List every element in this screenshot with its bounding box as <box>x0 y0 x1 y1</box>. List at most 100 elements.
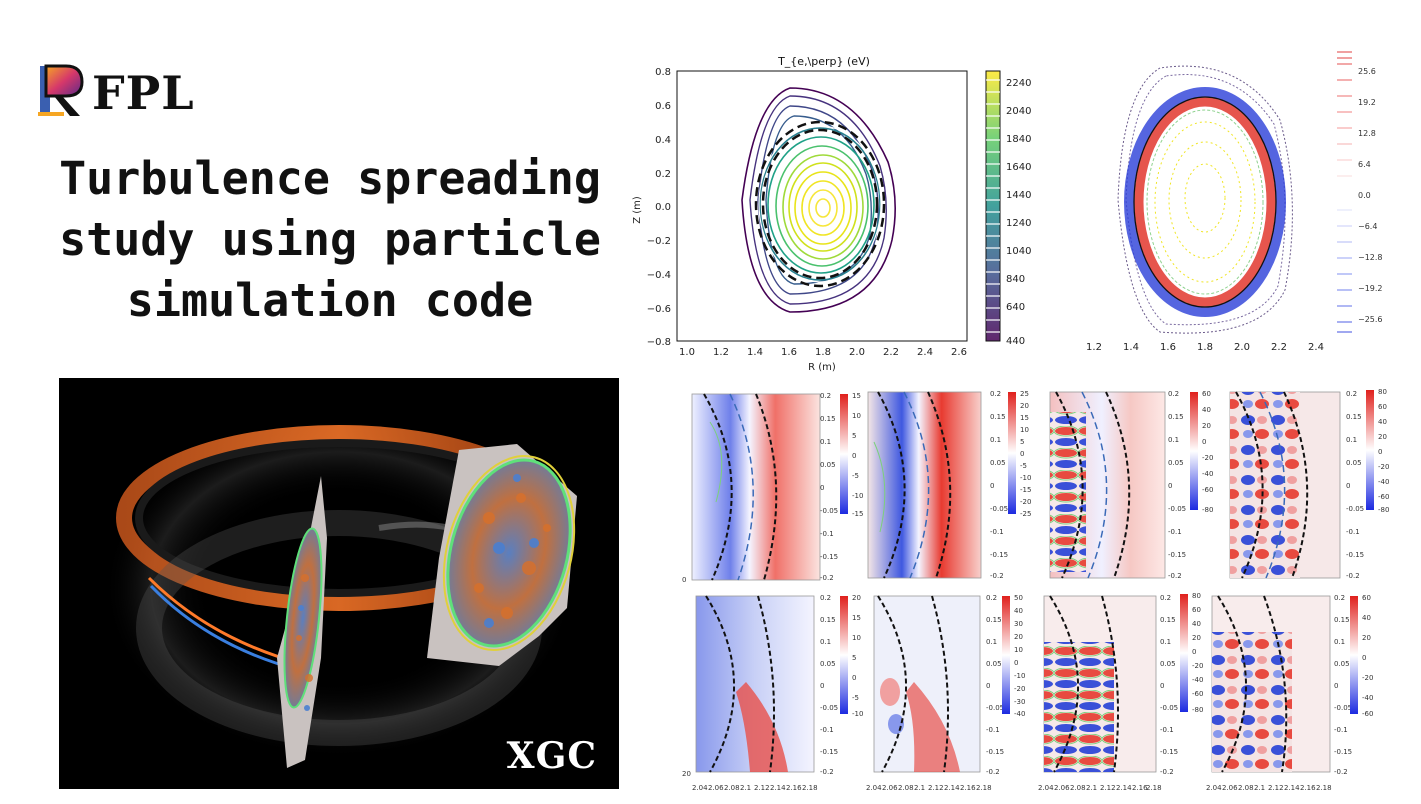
grid-xticks-bottom-2: 2.04 2.06 2.08 2.1 2.12 2.14 2.16 2.18 <box>866 784 992 792</box>
tick-label: 30 <box>1014 620 1023 628</box>
tick-label: 2.06 <box>882 784 898 792</box>
grid-yticks-top-3: 0.2 0.15 0.1 0.05 0 -0.05 -0.1 -0.15 -0.2 <box>1168 390 1186 580</box>
xgc-3d-render: XGC <box>59 378 619 789</box>
tick-label: 20 <box>1192 634 1201 642</box>
contour-cbar-tick: 1640 <box>1006 162 1031 173</box>
tick-label: 20 <box>1378 433 1387 441</box>
fpl-logo <box>36 62 216 120</box>
contour-xtick: 2.6 <box>951 347 967 358</box>
contour-xtick: 2.0 <box>849 347 865 358</box>
tick-label: 0 <box>1192 648 1196 656</box>
tick-label: 0 <box>820 682 824 690</box>
fluct-x-ticks: 1.2 1.4 1.6 1.8 2.0 2.2 2.4 <box>1086 342 1324 353</box>
tick-label: 2.06 <box>708 784 724 792</box>
contour-x-ticks: 1.0 1.2 1.4 1.6 1.8 2.0 2.2 2.4 2.6 <box>679 347 967 358</box>
tick-label: 0.05 <box>820 660 836 668</box>
tick-label: 2.04 <box>1206 784 1222 792</box>
tick-label: -40 <box>1202 470 1213 478</box>
tick-label: 2.18 <box>1146 784 1162 792</box>
tick-label: -5 <box>1020 462 1027 470</box>
tick-label: 40 <box>1202 406 1211 414</box>
tick-label: 0.05 <box>1168 459 1184 467</box>
tick-label: -0.1 <box>986 726 1000 734</box>
tick-label: 0 <box>1378 448 1382 456</box>
tick-label: 0.2 <box>986 594 997 602</box>
grid-cbar-top-3: 60 40 20 0 -20 -40 -60 -80 <box>1190 390 1213 514</box>
tick-label: -0.2 <box>1334 768 1348 776</box>
tick-label: 0 <box>990 482 994 490</box>
tick-label: 40 <box>1014 607 1023 615</box>
contour-y-ticks: 0.8 0.6 0.4 0.2 0.0 −0.2 −0.4 −0.6 −0.8 <box>647 67 671 348</box>
fluct-cbar-tick: 6.4 <box>1358 160 1371 169</box>
tick-label: 2.18 <box>802 784 818 792</box>
tick-label: -0.15 <box>1160 748 1178 756</box>
tick-label: 2.12 <box>928 784 944 792</box>
tick-label: 0.05 <box>1160 660 1176 668</box>
grid-cbar-top-4: 80 60 40 20 0 -20 -40 -60 -80 <box>1366 388 1389 514</box>
tick-label: 15 <box>852 392 861 400</box>
tick-label: 20 <box>1202 422 1211 430</box>
fluct-colorbar: 25.6 19.2 12.8 6.4 0.0 −6.4 −12.8 −19.2 … <box>1337 51 1383 333</box>
tick-label: 2.18 <box>1316 784 1332 792</box>
tick-label: 5 <box>852 432 856 440</box>
tick-label: 2.12 <box>754 784 770 792</box>
tick-label: 0.2 <box>820 594 831 602</box>
tick-label: -5 <box>852 694 859 702</box>
tick-label: -10 <box>852 710 863 718</box>
tick-label: 2.08 <box>1238 784 1254 792</box>
tick-label: 2.08 <box>1070 784 1086 792</box>
tick-label: 80 <box>1378 388 1387 396</box>
tick-label: -0.15 <box>1334 748 1352 756</box>
contour-ytick: 0.6 <box>655 101 671 112</box>
tick-label: -10 <box>852 492 863 500</box>
tick-label: -20 <box>1020 498 1031 506</box>
panel-bottom-3 <box>1043 595 1157 773</box>
tick-label: -0.2 <box>1346 572 1360 580</box>
tick-label: 20 <box>852 594 861 602</box>
contour-xtick: 1.4 <box>747 347 763 358</box>
tick-label: 5 <box>852 654 856 662</box>
tick-label: -0.2 <box>820 574 834 582</box>
tick-label: -40 <box>1378 478 1389 486</box>
tick-label: 2.1 <box>1254 784 1265 792</box>
tick-label: 5 <box>1020 438 1024 446</box>
tick-label: -40 <box>1362 694 1373 702</box>
contour-axes-frame <box>676 70 968 342</box>
tick-label: 0 <box>1168 482 1172 490</box>
tick-label: 0.15 <box>1160 616 1176 624</box>
contour-cbar-tick: 1040 <box>1006 246 1031 257</box>
tick-label: -0.05 <box>820 704 838 712</box>
tick-label: 0.15 <box>820 415 836 423</box>
tick-label: -0.1 <box>820 530 834 538</box>
contour-xtick: 1.2 <box>713 347 729 358</box>
tick-label: 0.15 <box>1346 413 1362 421</box>
contour-xlabel: R (m) <box>808 362 836 373</box>
tick-label: -0.1 <box>820 726 834 734</box>
tick-label: 2.12 <box>1268 784 1284 792</box>
xgc-label: XGC <box>506 735 597 777</box>
logo-wordmark: FPL <box>92 66 195 120</box>
grid-yticks-bottom-1: 0.2 0.15 0.1 0.05 0 -0.05 -0.1 -0.15 -0.2 <box>820 594 838 776</box>
panel-top-1 <box>691 393 821 581</box>
grid-yticks-top-1: 0.2 0.15 0.1 0.05 0 -0.05 -0.1 -0.15 -0.2 <box>820 392 838 582</box>
tick-label: -0.2 <box>1168 572 1182 580</box>
tick-label: 60 <box>1362 594 1371 602</box>
tick-label: -60 <box>1378 493 1389 501</box>
tick-label: 2.06 <box>1222 784 1238 792</box>
panel-top-4 <box>1229 391 1341 579</box>
tick-label: 15 <box>852 614 861 622</box>
tick-label: 20 <box>1014 633 1023 641</box>
tick-label: 10 <box>1020 426 1029 434</box>
tick-label: 0.2 <box>1168 390 1179 398</box>
tick-label: -20 <box>1202 454 1213 462</box>
tick-label: -0.1 <box>1334 726 1348 734</box>
tick-label: 15 <box>1020 414 1029 422</box>
tick-label: 0.15 <box>990 413 1006 421</box>
tick-label: 60 <box>1192 606 1201 614</box>
tick-label: 0.1 <box>1168 436 1179 444</box>
tick-label: -0.15 <box>1168 551 1186 559</box>
tick-label: -0.05 <box>990 505 1008 513</box>
tick-label: 0.05 <box>1346 459 1362 467</box>
contour-ytick: −0.8 <box>647 337 671 348</box>
tick-label: 40 <box>1378 418 1387 426</box>
